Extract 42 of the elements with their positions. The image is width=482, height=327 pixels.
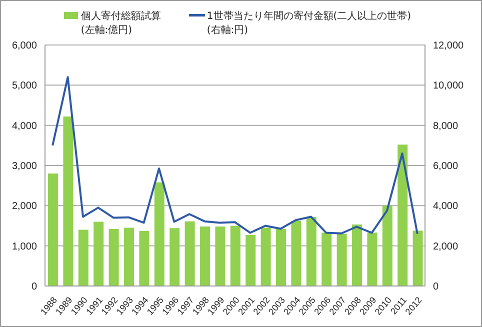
bar <box>215 226 226 286</box>
y2-tick-label: 12,000 <box>433 40 464 52</box>
y2-tick-label: 0 <box>433 282 439 293</box>
y2-tick-label: 2,000 <box>433 241 458 252</box>
bar <box>291 220 302 286</box>
bar <box>78 230 88 286</box>
bar <box>184 221 195 286</box>
y-tick-label: 1,000 <box>12 241 38 252</box>
bar <box>170 228 180 286</box>
bar <box>154 182 164 286</box>
y-tick-label: 5,000 <box>12 80 38 92</box>
bar <box>260 228 271 286</box>
y2-tick-label: 4,000 <box>433 201 458 212</box>
bar <box>63 116 74 286</box>
line-series <box>52 76 418 235</box>
bar <box>382 206 392 286</box>
y2-tick-label: 8,000 <box>433 120 458 132</box>
bar <box>322 232 332 286</box>
bar <box>200 226 210 286</box>
legend-label: 1世帯当たり年間の寄付金額(二人以上の世帯) (右軸:円) <box>206 10 412 37</box>
bar <box>139 230 150 286</box>
bar <box>336 234 347 286</box>
bar <box>94 222 104 286</box>
y2-tick-label: 10,000 <box>433 80 464 92</box>
bar <box>398 144 408 286</box>
bar <box>276 228 286 286</box>
bar <box>48 174 58 286</box>
y-tick-label: 6,000 <box>12 40 38 52</box>
y-tick-label: 4,000 <box>12 120 38 132</box>
bar <box>412 230 423 286</box>
bar <box>230 226 240 286</box>
legend-label: 個人寄付総額試算 (左軸:億円) <box>80 10 161 37</box>
bar <box>246 234 256 286</box>
y-tick-label: 0 <box>31 282 38 293</box>
bar <box>306 216 316 286</box>
y2-tick-label: 6,000 <box>433 161 458 172</box>
bar <box>367 232 378 286</box>
bar <box>352 224 362 286</box>
y-tick-label: 3,000 <box>12 161 38 172</box>
bar <box>108 228 119 286</box>
y-tick-label: 2,000 <box>12 201 38 212</box>
bar <box>124 228 134 286</box>
